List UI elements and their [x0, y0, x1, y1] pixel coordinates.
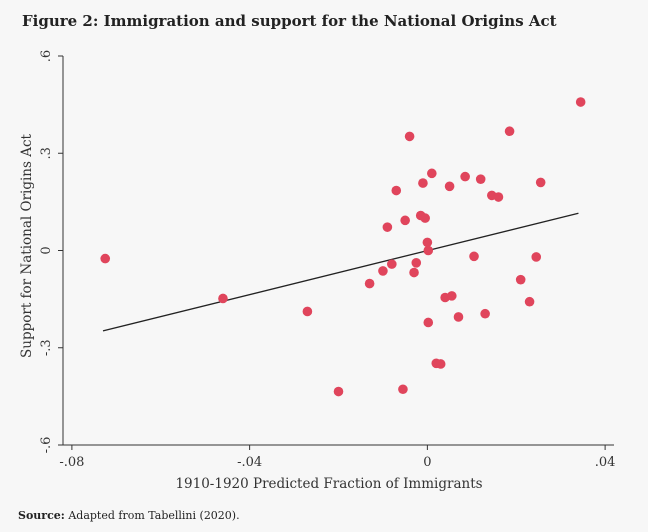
data-point [524, 296, 535, 307]
data-point [423, 245, 434, 256]
data-point [469, 251, 479, 262]
data-point [391, 185, 402, 196]
x-tick-label: -.08 [59, 455, 84, 470]
data-point [302, 306, 313, 317]
data-point [475, 174, 486, 184]
fit-line [102, 212, 579, 332]
data-point [515, 274, 526, 285]
y-tick-label: 0 [39, 246, 54, 254]
data-point [504, 126, 515, 137]
data-point [453, 312, 464, 322]
data-point [418, 178, 428, 188]
x-ticks: -.08 -.04 0 .04 [59, 445, 615, 470]
data-point [435, 359, 446, 369]
data-point [378, 266, 388, 276]
data-point [411, 258, 422, 268]
data-point [575, 97, 586, 107]
data-point [535, 177, 546, 188]
axes [62, 56, 614, 446]
x-tick-label: 0 [423, 455, 431, 470]
y-tick-label: -.6 [39, 437, 54, 454]
y-tick-label: .3 [39, 147, 54, 159]
x-tick-label: -.04 [237, 455, 262, 470]
x-axis-label: 1910-1920 Predicted Fraction of Immigran… [175, 476, 482, 492]
data-point [422, 237, 433, 248]
y-tick-label: -.3 [39, 339, 54, 356]
y-ticks: -.6 -.3 0 .3 .6 [39, 50, 63, 454]
data-point [423, 317, 434, 328]
data-point [493, 192, 504, 202]
data-point [409, 267, 419, 278]
x-tick-label: .04 [595, 455, 616, 470]
data-point [333, 386, 344, 397]
source-text: Adapted from Tabellini (2020). [68, 509, 240, 522]
data-point [398, 384, 408, 395]
y-axis-label: Support for National Origins Act [19, 133, 35, 357]
y-tick-label: .6 [39, 50, 54, 62]
data-point [400, 215, 410, 226]
data-point [460, 171, 470, 182]
data-point [100, 253, 111, 264]
data-points [100, 97, 586, 397]
data-point [444, 181, 455, 192]
data-point [531, 252, 542, 262]
data-point [387, 259, 397, 269]
source-note: Source: Adapted from Tabellini (2020). [18, 509, 240, 522]
data-point [447, 291, 457, 301]
data-point [480, 308, 490, 319]
data-point [427, 168, 437, 179]
data-point [404, 131, 415, 142]
source-label: Source: [18, 509, 65, 522]
figure-title: Figure 2: Immigration and support for th… [22, 12, 557, 30]
data-point [382, 222, 393, 232]
data-point [420, 213, 430, 223]
data-point [218, 293, 228, 304]
data-point [364, 278, 375, 289]
